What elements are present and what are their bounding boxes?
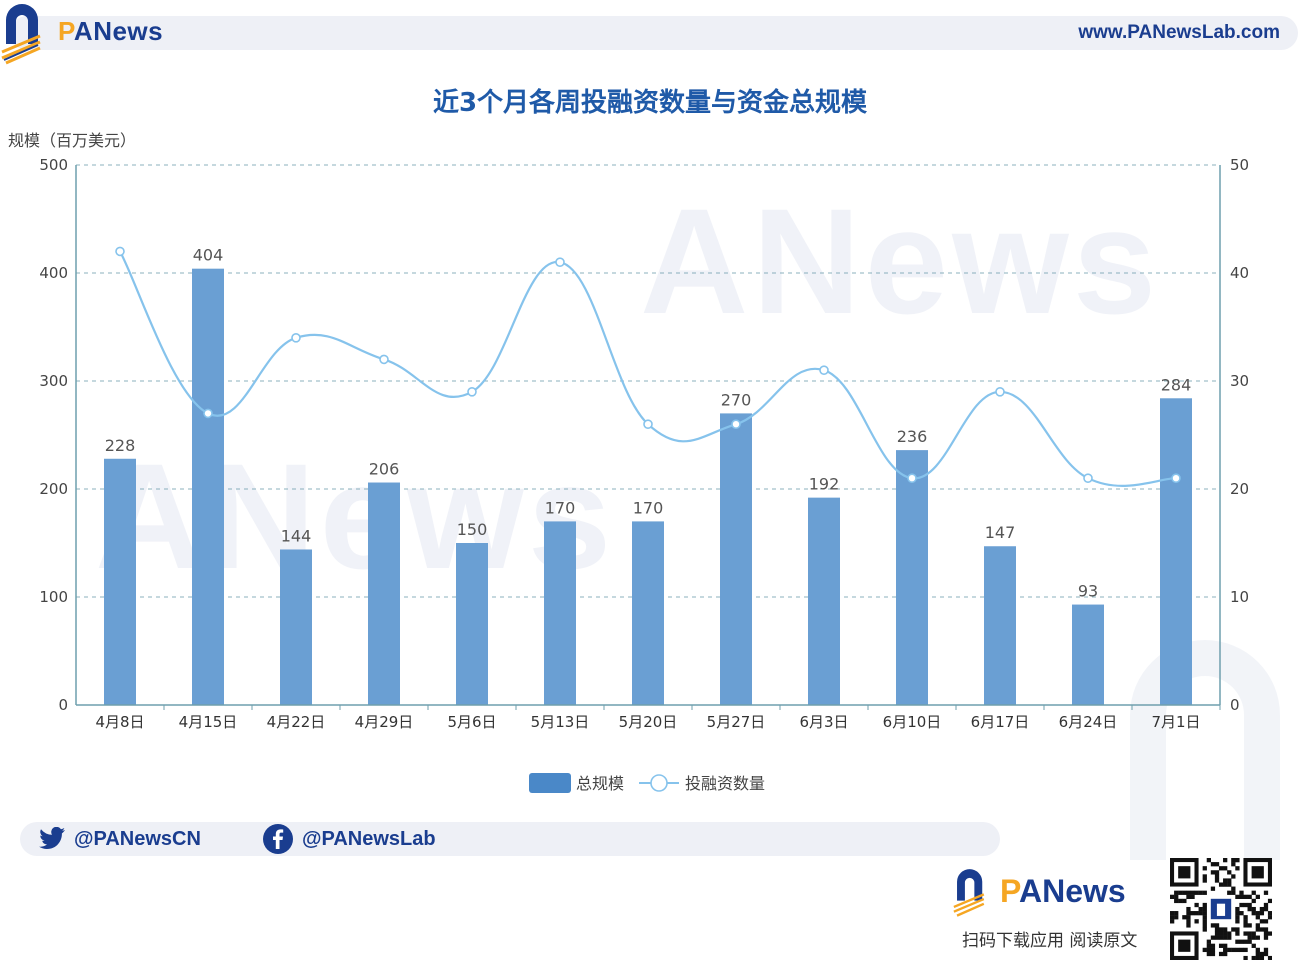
y-right-tick-label: 30 <box>1230 372 1249 390</box>
bar-value-label: 404 <box>193 246 224 265</box>
legend-bar-label: 总规模 <box>576 774 624 793</box>
brand-logo-text: PANews <box>58 16 164 46</box>
legend[interactable]: 总规模 投融资数量 <box>529 773 765 793</box>
bar-value-label: 147 <box>985 523 1016 542</box>
chart-title: 近3个月各周投融资数量与资金总规模 <box>432 88 868 118</box>
line-layer <box>115 246 1181 487</box>
y-right-tick-label: 40 <box>1230 264 1249 282</box>
y-left-tick-label: 400 <box>39 264 68 282</box>
x-tick-label: 4月15日 <box>179 713 238 731</box>
x-tick-label: 7月1日 <box>1151 713 1200 731</box>
x-tick-label: 4月22日 <box>267 713 326 731</box>
count-point-4月15日 <box>203 408 213 419</box>
bar-4月29日 <box>368 482 400 705</box>
bar-5月13日 <box>544 521 576 705</box>
bar-layer <box>104 268 1192 705</box>
facebook-icon <box>263 824 293 854</box>
footer-logo-icon <box>953 869 985 917</box>
y-left-tick-label: 500 <box>39 156 68 174</box>
bar-value-label: 284 <box>1161 375 1192 394</box>
bar-6月24日 <box>1072 604 1104 705</box>
bar-value-label: 170 <box>633 498 664 517</box>
legend-bar-swatch <box>529 773 571 793</box>
count-point-6月10日 <box>907 473 917 484</box>
panews-logo-icon <box>1 4 41 65</box>
bar-7月1日 <box>1160 398 1192 705</box>
bar-4月8日 <box>104 458 136 705</box>
bar-6月17日 <box>984 546 1016 705</box>
social-bar <box>20 822 1000 856</box>
x-tick-label: 5月27日 <box>707 713 766 731</box>
bar-value-label: 144 <box>281 526 312 545</box>
bar-6月3日 <box>808 497 840 705</box>
bar-value-label: 192 <box>809 475 840 494</box>
facebook-link[interactable]: @PANewsLab <box>262 822 436 856</box>
count-point-6月17日 <box>995 386 1005 397</box>
bar-value-label: 150 <box>457 520 488 539</box>
y-axis-left-label: 规模（百万美元） <box>8 131 136 150</box>
y-right-tick-label: 50 <box>1230 156 1249 174</box>
bar-value-label: 228 <box>105 436 136 455</box>
count-point-4月22日 <box>291 332 301 343</box>
label-layer: 228 404 144 206 150 170 170 270 192 236 147 93 284 <box>105 246 1192 601</box>
x-tick-label: 6月3日 <box>799 713 848 731</box>
x-tick-label: 6月17日 <box>971 713 1030 731</box>
bar-6月10日 <box>896 450 928 705</box>
footer-brand-text: PANews <box>1000 873 1126 909</box>
x-tick-label: 5月13日 <box>531 713 590 731</box>
x-tick-label: 6月24日 <box>1059 713 1118 731</box>
y-left-tick-label: 300 <box>39 372 68 390</box>
x-tick-label: 5月6日 <box>447 713 496 731</box>
x-tick-label: 6月10日 <box>883 713 942 731</box>
bar-value-label: 93 <box>1078 582 1098 601</box>
x-tick-label: 5月20日 <box>619 713 678 731</box>
bar-5月20日 <box>632 521 664 705</box>
qr-code-icon[interactable] <box>1170 858 1272 960</box>
chart-canvas: 228 404 144 206 150 170 170 270 192 236 147 93 284 0… <box>8 131 1249 793</box>
facebook-handle: @PANewsLab <box>302 827 436 850</box>
footer-caption: 扫码下载应用 阅读原文 <box>962 931 1138 951</box>
count-point-6月24日 <box>1083 473 1093 484</box>
twitter-handle: @PANewsCN <box>74 827 201 850</box>
twitter-link[interactable]: @PANewsCN <box>38 822 201 856</box>
count-point-7月1日 <box>1171 473 1181 484</box>
bar-value-label: 206 <box>369 460 400 479</box>
count-series-line <box>119 250 1177 487</box>
count-point-5月6日 <box>467 386 477 397</box>
count-point-5月27日 <box>731 419 741 430</box>
axis-layer: 0 100 200 300 400 500 0 10 20 30 40 50 4月8日 4月15日 4月22… <box>39 156 1249 731</box>
header-bar <box>10 16 1298 50</box>
site-url[interactable]: www.PANewsLab.com <box>1078 22 1280 43</box>
count-point-4月29日 <box>379 354 389 365</box>
count-point-6月3日 <box>819 365 829 376</box>
y-right-tick-label: 0 <box>1230 696 1240 714</box>
bar-5月27日 <box>720 413 752 705</box>
y-left-tick-label: 200 <box>39 480 68 498</box>
x-tick-label: 4月8日 <box>95 713 144 731</box>
count-point-5月20日 <box>643 419 653 430</box>
bar-4月15日 <box>192 268 224 705</box>
bar-value-label: 270 <box>721 390 752 409</box>
y-right-tick-label: 20 <box>1230 480 1249 498</box>
twitter-icon <box>39 827 65 849</box>
count-point-4月8日 <box>115 246 125 257</box>
bar-4月22日 <box>280 549 312 705</box>
bar-value-label: 170 <box>545 498 576 517</box>
bar-5月6日 <box>456 543 488 705</box>
legend-line-label: 投融资数量 <box>685 774 765 793</box>
bar-value-label: 236 <box>897 427 928 446</box>
legend-line-marker <box>650 774 668 792</box>
y-left-tick-label: 0 <box>58 696 68 714</box>
y-right-tick-label: 10 <box>1230 588 1249 606</box>
x-tick-label: 4月29日 <box>355 713 414 731</box>
y-left-tick-label: 100 <box>39 588 68 606</box>
count-point-5月13日 <box>555 257 565 268</box>
